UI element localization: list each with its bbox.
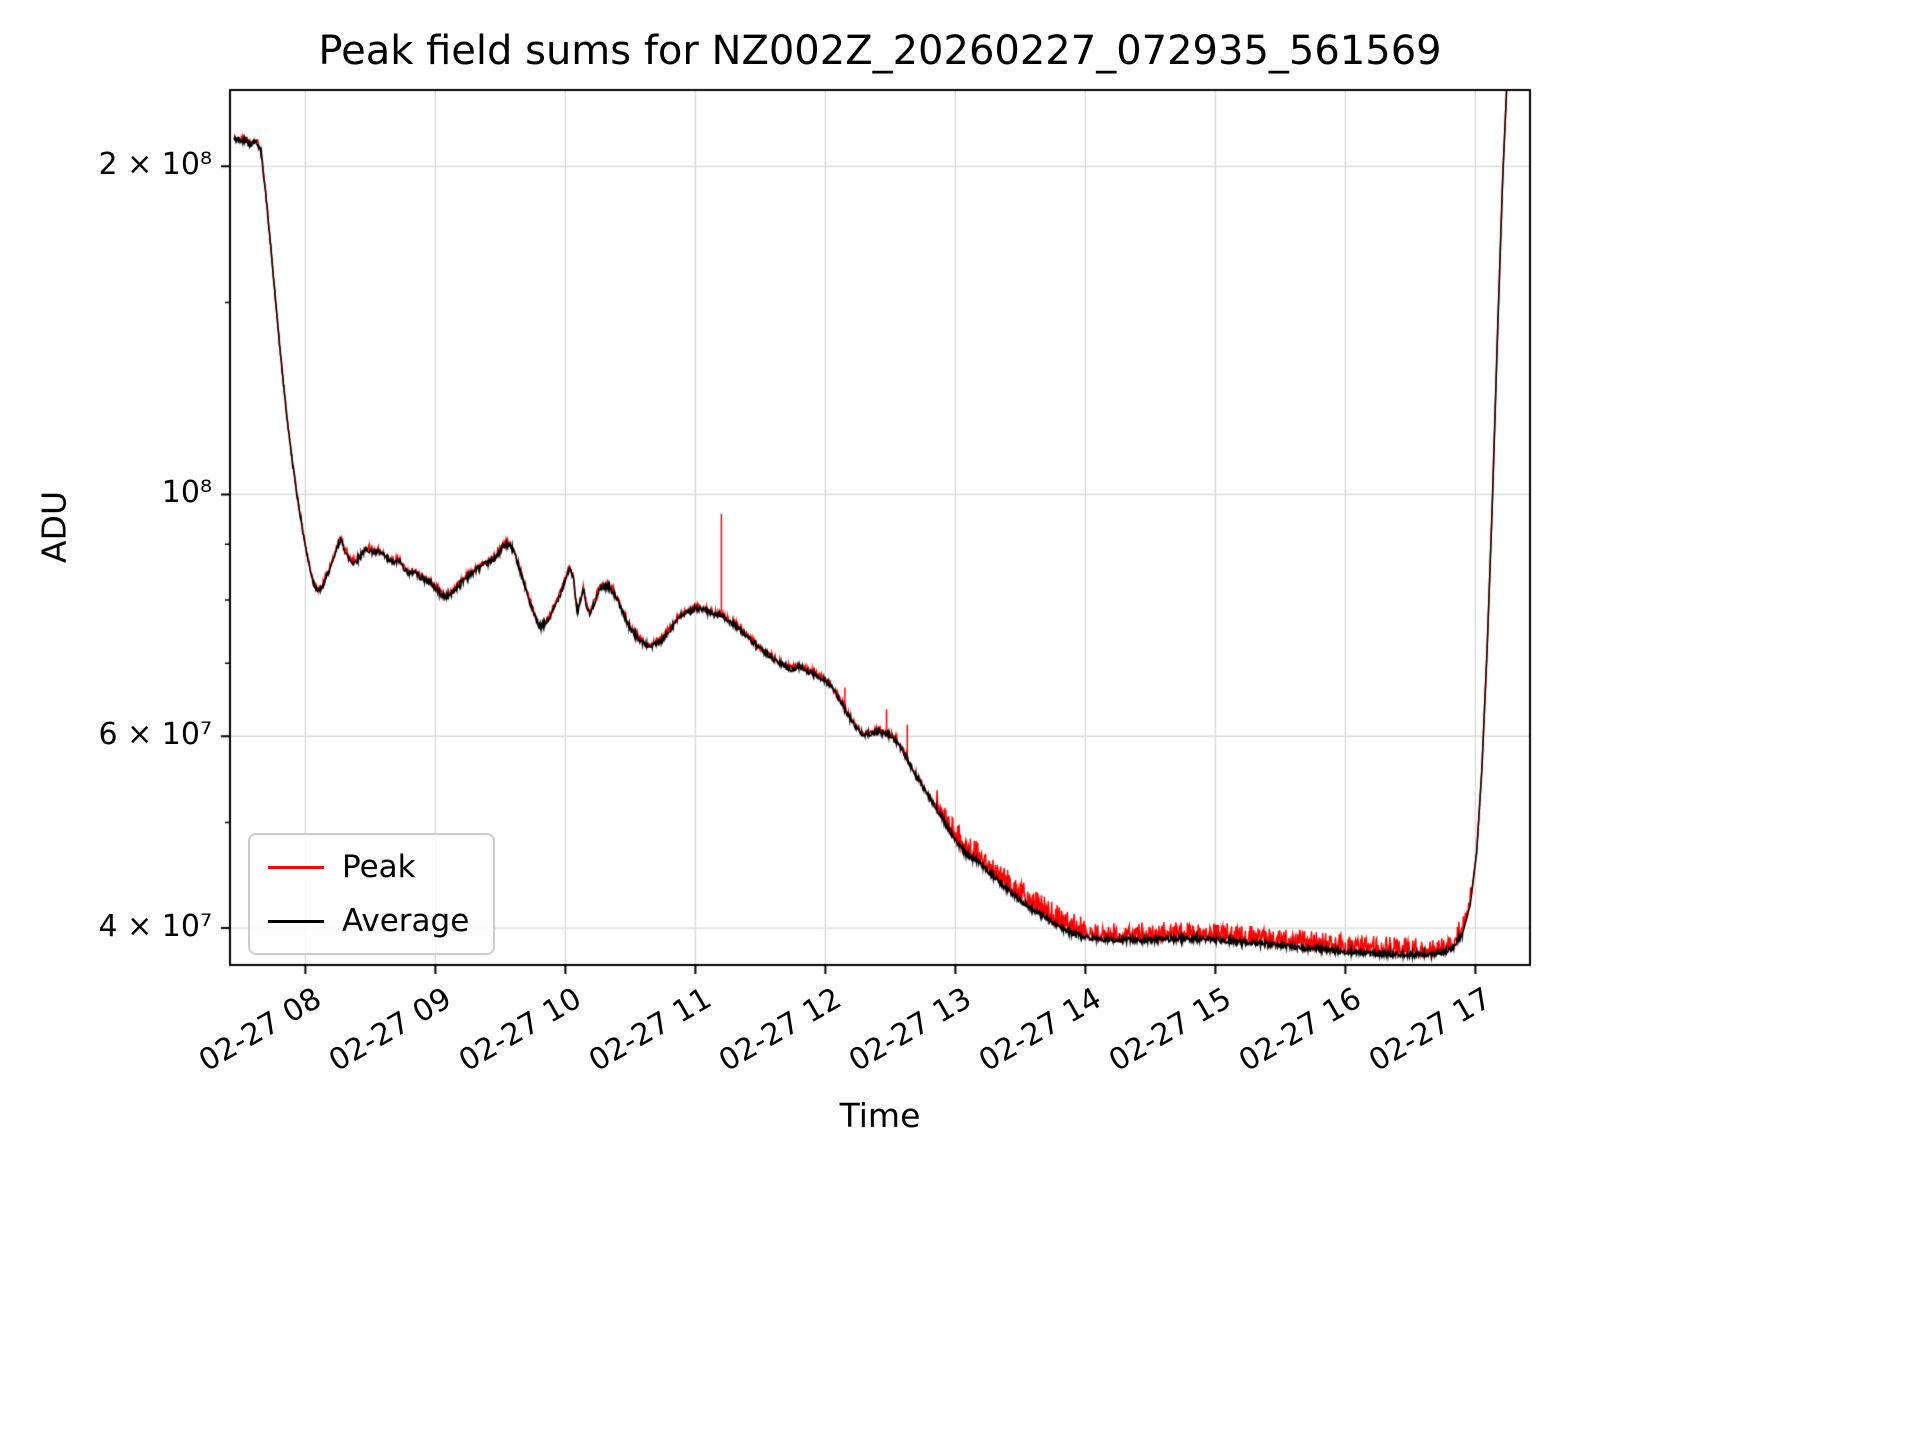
y-tick-label: 6 × 10⁷ [98,716,213,752]
legend-entry-peak: Peak [268,849,469,885]
x-axis-label: Time [839,1096,921,1135]
legend: Peak Average [248,833,496,955]
average-line-swatch [268,919,324,923]
y-tick-label: 10⁸ [161,475,212,511]
y-tick-label: 2 × 10⁸ [98,147,213,183]
y-axis-label: ADU [34,490,74,564]
peak-line-swatch [268,865,324,869]
chart-title: Peak field sums for NZ002Z_20260227_0729… [318,28,1442,74]
legend-label-average: Average [342,903,470,939]
legend-label-peak: Peak [342,849,416,885]
legend-entry-average: Average [268,903,469,939]
y-tick-label: 4 × 10⁷ [98,908,213,944]
